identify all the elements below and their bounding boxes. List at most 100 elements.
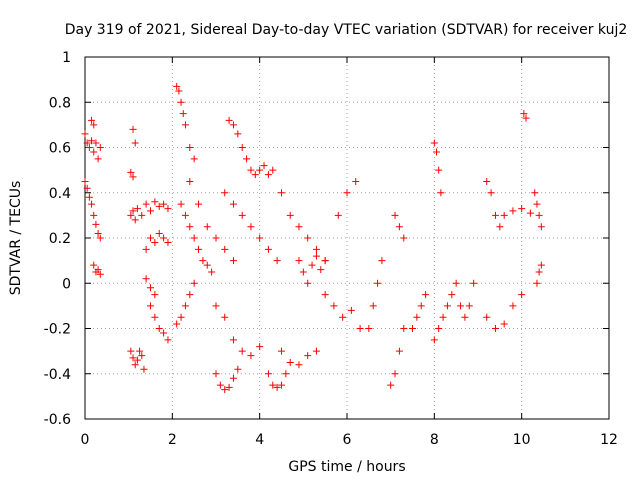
data-point xyxy=(443,302,451,310)
data-point xyxy=(138,352,146,360)
data-point xyxy=(483,313,491,321)
data-point xyxy=(500,211,508,219)
data-point xyxy=(164,205,172,213)
data-point xyxy=(496,223,504,231)
data-point xyxy=(264,245,272,253)
data-point xyxy=(131,216,139,224)
data-point xyxy=(177,313,185,321)
data-point xyxy=(378,257,386,265)
data-point xyxy=(81,177,89,185)
data-point xyxy=(347,306,355,314)
x-tick-label: 8 xyxy=(430,432,439,448)
series-sat-v xyxy=(278,347,320,369)
x-axis-label: GPS time / hours xyxy=(288,459,405,475)
y-tick-label: 0.4 xyxy=(49,186,71,202)
data-point xyxy=(435,325,443,332)
data-point xyxy=(387,381,395,389)
data-point xyxy=(247,352,255,360)
data-point xyxy=(413,313,421,321)
data-point xyxy=(177,98,185,106)
series-sat-j xyxy=(147,302,172,344)
data-point xyxy=(295,223,303,231)
data-point xyxy=(422,291,430,299)
x-tick-label: 10 xyxy=(513,432,531,448)
data-point xyxy=(343,189,351,197)
data-point xyxy=(433,148,441,156)
series-sat-a xyxy=(81,130,104,163)
data-point xyxy=(491,325,499,332)
data-point xyxy=(522,114,530,122)
data-point xyxy=(195,200,203,208)
data-point xyxy=(142,245,150,253)
data-point xyxy=(81,130,89,138)
data-points xyxy=(81,82,545,394)
data-point xyxy=(247,166,255,174)
ticks: 0 2 4 6 8 10 12 -0.6 -0.4 -0.2 0 0.2 0.4 0.6 0.8 1 xyxy=(44,50,618,448)
data-point xyxy=(295,257,303,265)
data-point xyxy=(147,207,154,215)
data-point xyxy=(131,139,139,147)
data-point xyxy=(186,144,194,151)
data-point xyxy=(533,279,541,287)
data-point xyxy=(147,234,154,242)
data-point xyxy=(439,313,447,321)
data-point xyxy=(164,336,172,344)
data-point xyxy=(221,313,229,321)
data-point xyxy=(352,177,360,185)
data-point xyxy=(129,207,137,215)
data-point xyxy=(487,189,495,197)
data-point xyxy=(535,211,543,219)
data-point xyxy=(278,347,285,355)
data-point xyxy=(304,279,312,287)
data-point xyxy=(312,252,320,260)
series-sat-q xyxy=(225,116,272,179)
data-point xyxy=(94,229,102,237)
series-sat-x xyxy=(321,291,364,332)
data-point xyxy=(190,155,198,163)
series-sat-ae xyxy=(430,291,456,344)
data-point xyxy=(142,275,150,283)
data-point xyxy=(509,207,517,215)
data-point xyxy=(147,302,154,310)
data-point xyxy=(417,302,425,310)
data-point xyxy=(286,358,294,366)
series-sat-u xyxy=(269,166,329,265)
data-point xyxy=(181,211,189,219)
data-point xyxy=(160,329,168,337)
data-point xyxy=(129,173,137,181)
series-sat-f xyxy=(127,347,148,373)
data-point xyxy=(312,347,320,355)
data-point xyxy=(216,381,224,389)
data-point xyxy=(365,325,373,332)
y-tick-label: -0.2 xyxy=(44,322,71,338)
data-point xyxy=(535,268,543,276)
data-point xyxy=(90,148,98,156)
data-point xyxy=(147,284,154,292)
data-point xyxy=(430,139,438,147)
data-point xyxy=(391,211,399,219)
data-point xyxy=(151,198,159,206)
data-point xyxy=(243,155,251,163)
series-sat-r xyxy=(221,189,281,265)
data-point xyxy=(221,189,229,197)
y-axis-label: SDTVAR / TECUs xyxy=(8,181,24,296)
x-tick-label: 12 xyxy=(600,432,618,448)
data-point xyxy=(500,320,508,328)
data-point xyxy=(181,121,189,129)
series-sat-w xyxy=(295,252,329,287)
data-point xyxy=(526,209,534,217)
data-point xyxy=(330,302,338,310)
data-point xyxy=(90,211,98,219)
series-sat-l xyxy=(173,82,198,163)
data-point xyxy=(203,223,211,231)
data-point xyxy=(304,352,312,360)
data-point xyxy=(465,302,473,310)
data-point xyxy=(175,87,183,95)
data-point xyxy=(151,313,159,321)
series-sat-o xyxy=(186,177,237,265)
data-point xyxy=(229,336,237,344)
data-point xyxy=(273,383,281,391)
data-point xyxy=(409,325,416,332)
data-point xyxy=(83,139,91,147)
series-sat-p xyxy=(212,365,242,394)
